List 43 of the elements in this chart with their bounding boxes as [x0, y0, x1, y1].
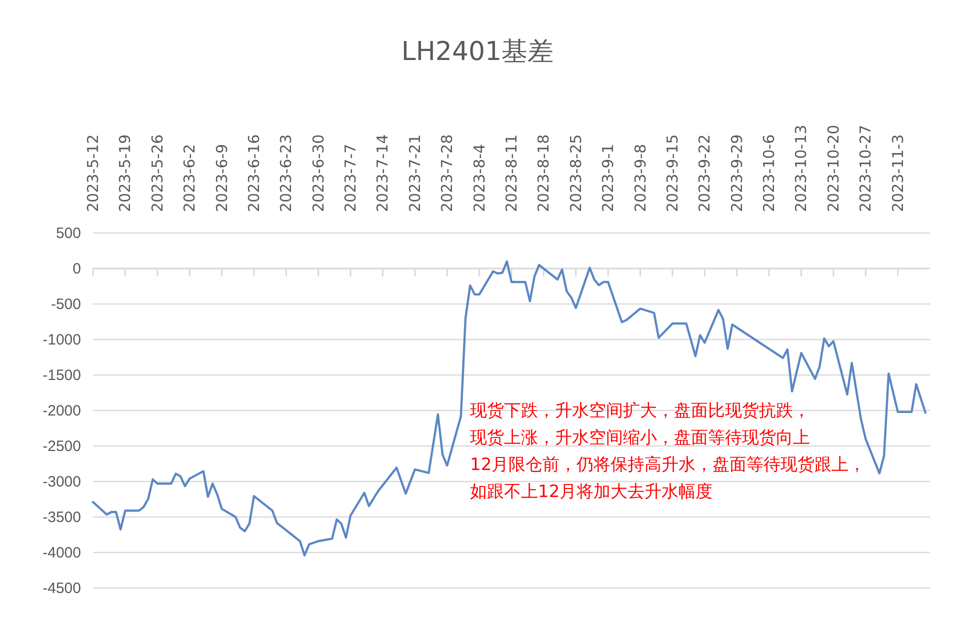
x-tick-label: 2023-11-3 [888, 134, 907, 212]
x-tick-label: 2023-5-26 [148, 134, 166, 212]
y-tick-label: 0 [72, 260, 81, 278]
x-tick-label: 2023-7-14 [374, 134, 392, 212]
x-tick-label: 2023-7-7 [342, 144, 360, 212]
x-tick-label: 2023-10-27 [856, 124, 875, 212]
annotation: 如跟不上12月将加大去升水幅度 [470, 482, 713, 502]
y-tick-label: -3500 [42, 508, 81, 526]
x-tick-label: 2023-9-1 [599, 144, 618, 212]
x-tick-label: 2023-7-21 [406, 134, 424, 212]
y-tick-label: -1000 [42, 331, 81, 348]
y-tick-label: -4000 [42, 544, 81, 562]
annotation: 现货上涨，升水空间缩小，盘面等待现货向上 [470, 428, 810, 448]
y-tick-label: -500 [50, 296, 81, 313]
y-tick-label: -2000 [42, 402, 81, 420]
annotation: 12月限仓前，仍将保持高升水，盘面等待现货跟上， [470, 455, 866, 475]
y-tick-label: -3000 [42, 473, 81, 490]
x-tick-label: 2023-8-18 [534, 134, 553, 212]
y-tick-label: 500 [56, 224, 81, 242]
x-tick-label: 2023-10-13 [792, 124, 810, 212]
line-series [92, 260, 926, 556]
x-tick-label: 2023-10-6 [760, 134, 778, 212]
x-tick-label: 2023-7-28 [438, 134, 456, 212]
y-tick-label: -4500 [42, 580, 81, 597]
x-tick-label: 2023-8-25 [566, 134, 585, 212]
x-tick-label: 2023-9-29 [728, 134, 746, 212]
x-tick-label: 2023-5-19 [116, 134, 134, 212]
x-tick-label: 2023-9-22 [696, 134, 714, 212]
x-tick-label: 2023-6-9 [212, 144, 231, 212]
x-tick-label: 2023-8-11 [502, 134, 520, 212]
x-tick-label: 2023-6-16 [244, 134, 263, 212]
x-tick-label: 2023-10-20 [824, 124, 842, 212]
x-tick-label: 2023-9-8 [631, 144, 650, 212]
x-tick-label: 2023-8-4 [470, 144, 488, 212]
x-tick-label: 2023-5-12 [84, 134, 102, 212]
x-tick-label: 2023-9-15 [663, 134, 682, 212]
x-tick-label: 2023-6-30 [309, 134, 328, 212]
chart-title: LH2401基差 [401, 37, 554, 67]
annotation: 现货下跌，升水空间扩大，盘面比现货抗跌， [470, 401, 810, 421]
x-tick-label: 2023-6-23 [277, 134, 296, 212]
x-tick-label: 2023-6-2 [180, 144, 199, 212]
y-tick-label: -1500 [42, 366, 81, 384]
y-tick-label: -2500 [42, 438, 81, 455]
